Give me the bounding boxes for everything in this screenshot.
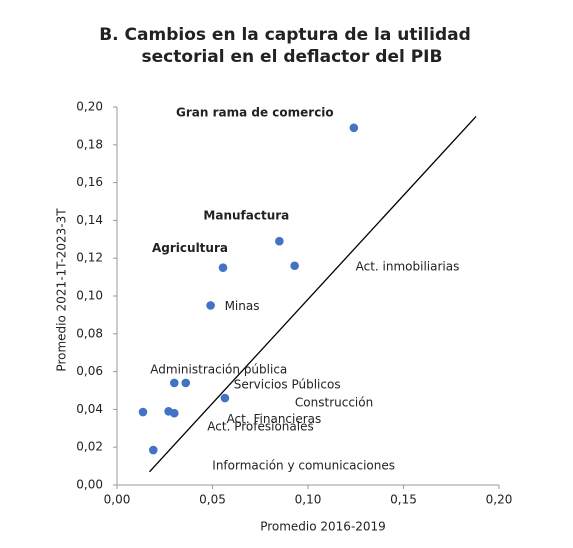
y-tick-label: 0,12 <box>76 251 103 265</box>
x-tick-label: 0,10 <box>295 493 322 507</box>
point-label: Administración pública <box>150 362 287 376</box>
y-tick-label: 0,00 <box>76 478 103 492</box>
point-label: Minas <box>225 299 260 313</box>
point <box>138 407 148 417</box>
y-tick-label: 0,10 <box>76 289 103 303</box>
y-axis-label: Promedio 2021-1T-2023-3T <box>55 208 69 372</box>
point-label: Gran rama de comercio <box>176 105 334 119</box>
point-label: Act. Profesionales <box>207 420 313 434</box>
point-label: Información y comunicaciones <box>212 459 395 473</box>
y-tick-label: 0,06 <box>76 364 103 378</box>
point <box>218 263 228 272</box>
point <box>148 445 158 455</box>
point <box>181 378 191 388</box>
point-label: Act. inmobiliarias <box>356 259 460 273</box>
chart-title: sectorial en el deflactor del PIB <box>142 47 443 67</box>
chart-title: B. Cambios en la captura de la utilidad <box>99 25 471 45</box>
x-tick-label: 0,15 <box>390 493 417 507</box>
x-tick-label: 0,05 <box>199 493 226 507</box>
point <box>275 236 284 246</box>
point-label: Construcción <box>295 396 373 410</box>
y-tick-label: 0,20 <box>76 100 103 114</box>
point-label: Servicios Públicos <box>234 377 341 391</box>
point <box>170 378 179 388</box>
y-tick-label: 0,08 <box>76 326 103 340</box>
point-label: Manufactura <box>203 209 289 223</box>
point <box>349 123 359 133</box>
x-tick-label: 0,00 <box>104 493 131 507</box>
y-tick-label: 0,02 <box>76 440 103 454</box>
point <box>220 393 230 403</box>
y-tick-label: 0,04 <box>76 402 103 416</box>
point <box>290 261 299 271</box>
y-tick-label: 0,18 <box>76 137 103 151</box>
point <box>170 408 179 418</box>
reference-line <box>148 116 477 473</box>
y-tick-label: 0,16 <box>76 175 103 189</box>
x-tick-label: 0,20 <box>486 493 513 507</box>
x-axis-label: Promedio 2016-2019 <box>260 520 386 534</box>
point-label: Agricultura <box>152 241 228 255</box>
point <box>206 301 215 310</box>
y-tick-label: 0,14 <box>76 213 103 227</box>
point-label: Act. Financieras <box>227 412 322 426</box>
